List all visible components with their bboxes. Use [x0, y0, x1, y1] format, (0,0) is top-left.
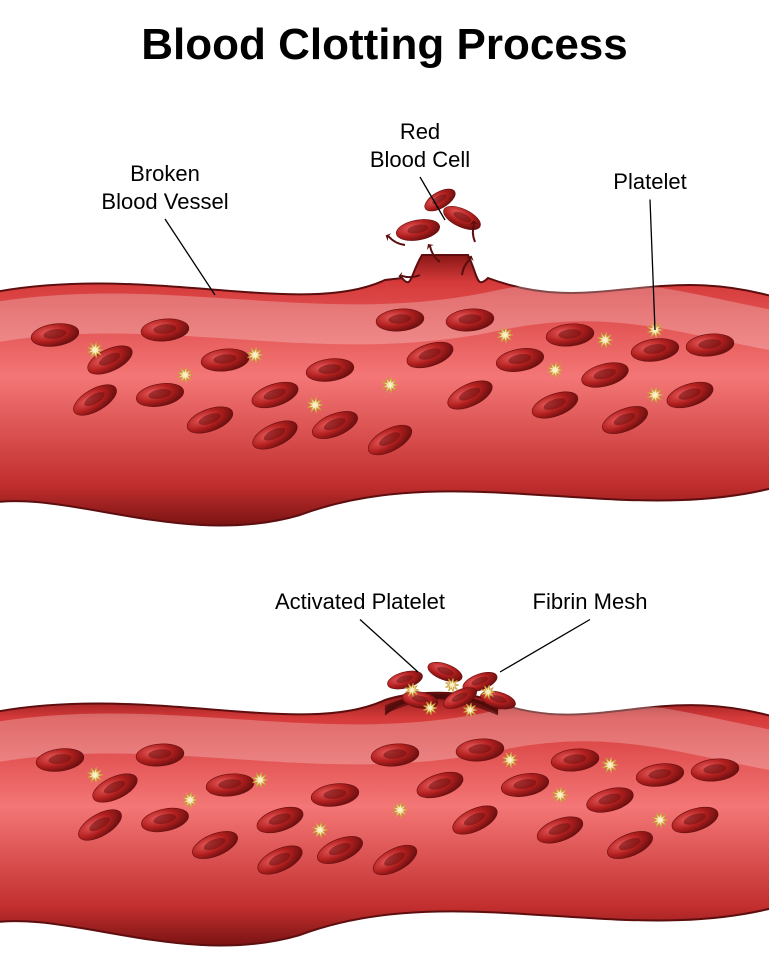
label-fibrin-mesh: Fibrin Mesh [500, 588, 680, 616]
label-activated-platelet: Activated Platelet [270, 588, 450, 616]
label-red-blood-cell: Red Blood Cell [330, 118, 510, 173]
leader-line [500, 620, 590, 673]
blood-vessel-stage2 [0, 693, 769, 946]
leader-line [360, 620, 418, 673]
red-blood-cell [395, 216, 442, 243]
red-blood-cell [425, 658, 464, 685]
leader-line [165, 219, 215, 295]
red-blood-cell [386, 668, 425, 693]
label-broken-blood-vessel: Broken Blood Vessel [75, 160, 255, 215]
red-blood-cell [440, 201, 484, 234]
label-platelet: Platelet [560, 168, 740, 196]
